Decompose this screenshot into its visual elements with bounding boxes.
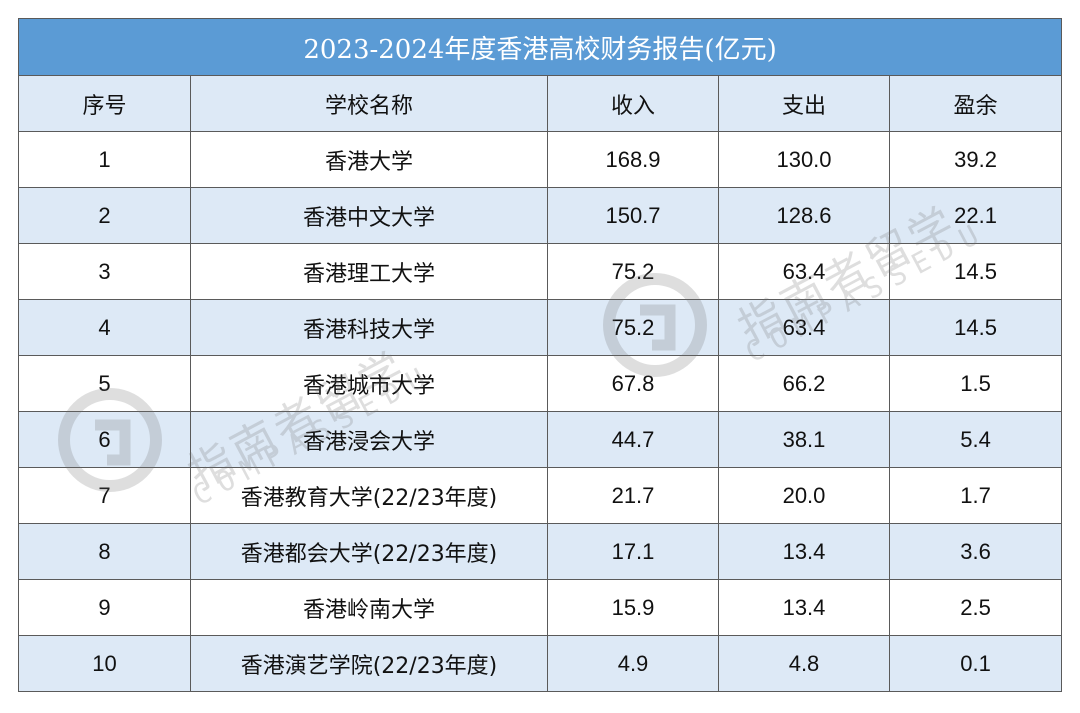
cell-index: 7 xyxy=(18,467,191,524)
table-title: 2023-2024年度香港高校财务报告(亿元) xyxy=(17,18,1063,76)
cell-income: 15.9 xyxy=(547,579,719,636)
cell-income: 21.7 xyxy=(547,467,719,524)
cell-surplus: 1.7 xyxy=(888,467,1063,524)
cell-school-name: 香港演艺学院(22/23年度) xyxy=(190,635,548,692)
cell-school-name: 香港教育大学(22/23年度) xyxy=(190,467,548,524)
cell-surplus: 14.5 xyxy=(888,243,1063,300)
cell-index: 5 xyxy=(18,355,191,412)
column-header-row: 序号 学校名称 收入 支出 盈余 xyxy=(18,75,1063,132)
cell-expense: 63.4 xyxy=(718,299,890,356)
cell-surplus: 3.6 xyxy=(888,523,1063,580)
header-school-name: 学校名称 xyxy=(190,75,548,132)
cell-surplus: 22.1 xyxy=(888,187,1063,244)
cell-expense: 130.0 xyxy=(718,131,890,188)
table-body: 1 香港大学 168.9 130.0 39.2 2 香港中文大学 150.7 128.6 22.1… xyxy=(18,131,1063,692)
table-title-row: 2023-2024年度香港高校财务报告(亿元) xyxy=(17,18,1063,76)
cell-income: 75.2 xyxy=(547,243,719,300)
cell-index: 4 xyxy=(18,299,191,356)
table-row: 3 香港理工大学 75.2 63.4 14.5 xyxy=(18,243,1063,300)
finance-table-container: 2023-2024年度香港高校财务报告(亿元) 序号 学校名称 收入 支出 盈余… xyxy=(17,18,1063,692)
cell-index: 1 xyxy=(18,131,191,188)
cell-surplus: 5.4 xyxy=(888,411,1063,468)
table-row: 5 香港城市大学 67.8 66.2 1.5 xyxy=(18,355,1063,412)
cell-surplus: 39.2 xyxy=(888,131,1063,188)
table-row: 9 香港岭南大学 15.9 13.4 2.5 xyxy=(18,579,1063,636)
table-row: 4 香港科技大学 75.2 63.4 14.5 xyxy=(18,299,1063,356)
table-row: 7 香港教育大学(22/23年度) 21.7 20.0 1.7 xyxy=(18,467,1063,524)
header-expense: 支出 xyxy=(718,75,890,132)
table-row: 10 香港演艺学院(22/23年度) 4.9 4.8 0.1 xyxy=(18,635,1063,692)
header-income: 收入 xyxy=(547,75,719,132)
cell-surplus: 1.5 xyxy=(888,355,1063,412)
cell-surplus: 2.5 xyxy=(888,579,1063,636)
cell-index: 9 xyxy=(18,579,191,636)
cell-school-name: 香港理工大学 xyxy=(190,243,548,300)
cell-income: 17.1 xyxy=(547,523,719,580)
cell-income: 4.9 xyxy=(547,635,719,692)
cell-expense: 63.4 xyxy=(718,243,890,300)
cell-expense: 13.4 xyxy=(718,523,890,580)
cell-income: 150.7 xyxy=(547,187,719,244)
cell-expense: 13.4 xyxy=(718,579,890,636)
cell-school-name: 香港都会大学(22/23年度) xyxy=(190,523,548,580)
cell-school-name: 香港城市大学 xyxy=(190,355,548,412)
cell-expense: 20.0 xyxy=(718,467,890,524)
cell-school-name: 香港中文大学 xyxy=(190,187,548,244)
cell-school-name: 香港岭南大学 xyxy=(190,579,548,636)
cell-index: 8 xyxy=(18,523,191,580)
cell-index: 3 xyxy=(18,243,191,300)
cell-school-name: 香港浸会大学 xyxy=(190,411,548,468)
finance-table: 2023-2024年度香港高校财务报告(亿元) 序号 学校名称 收入 支出 盈余… xyxy=(17,18,1063,692)
cell-expense: 128.6 xyxy=(718,187,890,244)
cell-expense: 4.8 xyxy=(718,635,890,692)
cell-index: 6 xyxy=(18,411,191,468)
cell-surplus: 0.1 xyxy=(888,635,1063,692)
cell-income: 168.9 xyxy=(547,131,719,188)
cell-school-name: 香港大学 xyxy=(190,131,548,188)
cell-income: 67.8 xyxy=(547,355,719,412)
cell-expense: 38.1 xyxy=(718,411,890,468)
cell-expense: 66.2 xyxy=(718,355,890,412)
table-row: 6 香港浸会大学 44.7 38.1 5.4 xyxy=(18,411,1063,468)
cell-school-name: 香港科技大学 xyxy=(190,299,548,356)
cell-index: 2 xyxy=(18,187,191,244)
cell-index: 10 xyxy=(18,635,191,692)
table-row: 2 香港中文大学 150.7 128.6 22.1 xyxy=(18,187,1063,244)
table-row: 8 香港都会大学(22/23年度) 17.1 13.4 3.6 xyxy=(18,523,1063,580)
table-row: 1 香港大学 168.9 130.0 39.2 xyxy=(18,131,1063,188)
cell-income: 75.2 xyxy=(547,299,719,356)
header-surplus: 盈余 xyxy=(888,75,1063,132)
cell-income: 44.7 xyxy=(547,411,719,468)
header-index: 序号 xyxy=(18,75,191,132)
cell-surplus: 14.5 xyxy=(888,299,1063,356)
